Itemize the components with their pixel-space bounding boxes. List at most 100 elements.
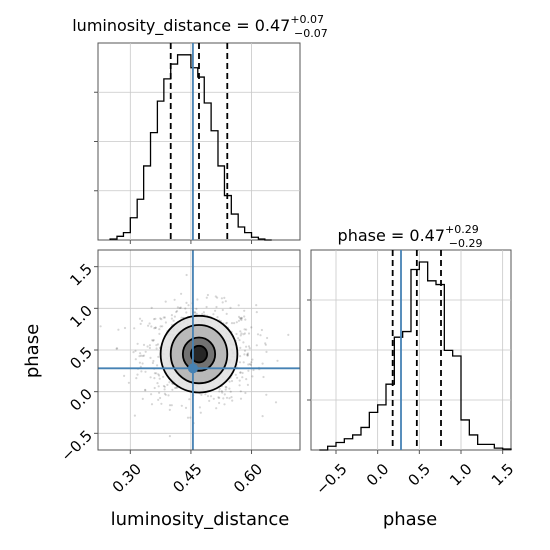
joint-sample-point [158,391,161,394]
joint-sample-point [194,311,197,314]
joint-sample-point [140,354,143,357]
joint-sample-point [174,386,177,390]
joint-sample-point [261,415,264,418]
joint-sample-point [199,411,202,414]
joint-xlabel: luminosity_distance [111,509,290,530]
joint-sample-point [144,350,147,353]
joint-sample-point [230,396,233,399]
joint-sample-point [116,347,119,350]
joint-sample-point [224,300,227,303]
joint-sample-point [150,325,153,328]
joint-sample-point [153,386,156,390]
joint-sample-point [264,342,267,345]
joint-sample-point [150,306,153,309]
joint-sample-point [230,379,234,383]
joint-sample-point [229,390,232,393]
joint-sample-point [156,343,160,346]
joint-sample-point [231,399,234,402]
ld-hist-step-line [109,54,272,241]
joint-sample-point [158,374,161,377]
joint-sample-point [235,332,238,336]
joint-sample-point [168,381,171,384]
joint-sample-point [239,371,242,374]
joint-sample-point [155,372,158,375]
joint-sample-point [228,397,231,400]
joint-sample-point [157,385,160,388]
joint-sample-point [136,373,139,376]
joint-sample-point [150,403,154,406]
joint-sample-point [152,359,155,363]
joint-sample-point [154,326,157,329]
joint-sample-point [184,406,188,409]
joint-sample-point [186,416,190,419]
joint-sample-point [274,401,278,404]
joint-sample-point [187,304,190,307]
joint-density-panel: 0.30 0.45 0.60 −0.5 0.0 0.5 1.0 1.5 luminosity_… [22,249,301,530]
joint-sample-point [218,396,221,399]
joint-sample-point [237,319,241,322]
joint-sample-point [168,435,171,438]
joint-sample-point [244,391,247,395]
joint-sample-point [233,322,236,325]
joint-sample-point [220,390,223,393]
joint-sample-point [239,390,242,393]
joint-sample-point [201,312,204,316]
joint-sample-point [133,327,136,330]
joint-sample-point [185,301,188,304]
phase-title-param: phase [338,226,386,245]
joint-sample-point [228,380,231,383]
phase-histogram-panel: −0.5 0.0 0.5 1.0 1.5 phase = 0.47+0.29 −0.29 … [307,223,517,530]
joint-sample-point [180,404,183,407]
joint-sample-point [256,333,260,336]
joint-sample-point [205,305,208,309]
joint-sample-point [173,315,176,318]
joint-sample-point [262,375,265,379]
joint-sample-point [138,361,141,364]
joint-xtick-label: 0.45 [169,460,205,496]
joint-sample-point [164,321,167,324]
joint-sample-point [243,309,246,312]
joint-sample-point [242,333,245,336]
joint-sample-point [265,393,268,396]
joint-sample-point [243,328,246,331]
joint-sample-point [208,399,211,402]
joint-sample-point [139,352,142,355]
joint-sample-point [287,333,290,336]
joint-sample-point [206,293,209,297]
joint-sample-point [218,390,221,393]
phase-xtick-label: −0.5 [312,460,350,498]
joint-truth-marker [187,363,198,374]
joint-sample-point [246,383,249,386]
joint-sample-point [239,355,242,358]
joint-sample-point [264,343,267,346]
joint-sample-point [212,397,215,400]
joint-sample-point [251,375,254,378]
phase-quantile-lines [391,250,442,450]
joint-sample-point [218,401,221,405]
joint-sample-point [136,342,139,345]
ld-hist-ticks [94,91,253,244]
joint-ytick-label: 1.0 [66,302,96,332]
joint-sample-point [215,305,218,309]
joint-sample-point [225,322,228,325]
joint-sample-point [242,341,245,344]
joint-sample-point [247,363,250,366]
joint-sample-point [259,334,262,337]
joint-sample-point [216,316,219,319]
ld-title-minus: −0.07 [294,27,328,40]
joint-sample-point [133,414,136,417]
joint-sample-point [239,317,242,320]
joint-sample-point [155,344,158,347]
joint-sample-point [180,292,183,295]
phase-title-median: 0.47 [409,226,445,245]
joint-sample-point [153,372,156,375]
joint-sample-point [276,359,279,362]
joint-sample-point [158,377,161,380]
joint-sample-point [215,407,218,410]
joint-sample-point [230,322,234,325]
joint-sample-point [162,384,165,388]
joint-sample-point [142,354,146,357]
joint-sample-point [152,339,155,342]
joint-sample-point [135,377,138,380]
phase-xtick-label: 1.0 [446,460,476,490]
